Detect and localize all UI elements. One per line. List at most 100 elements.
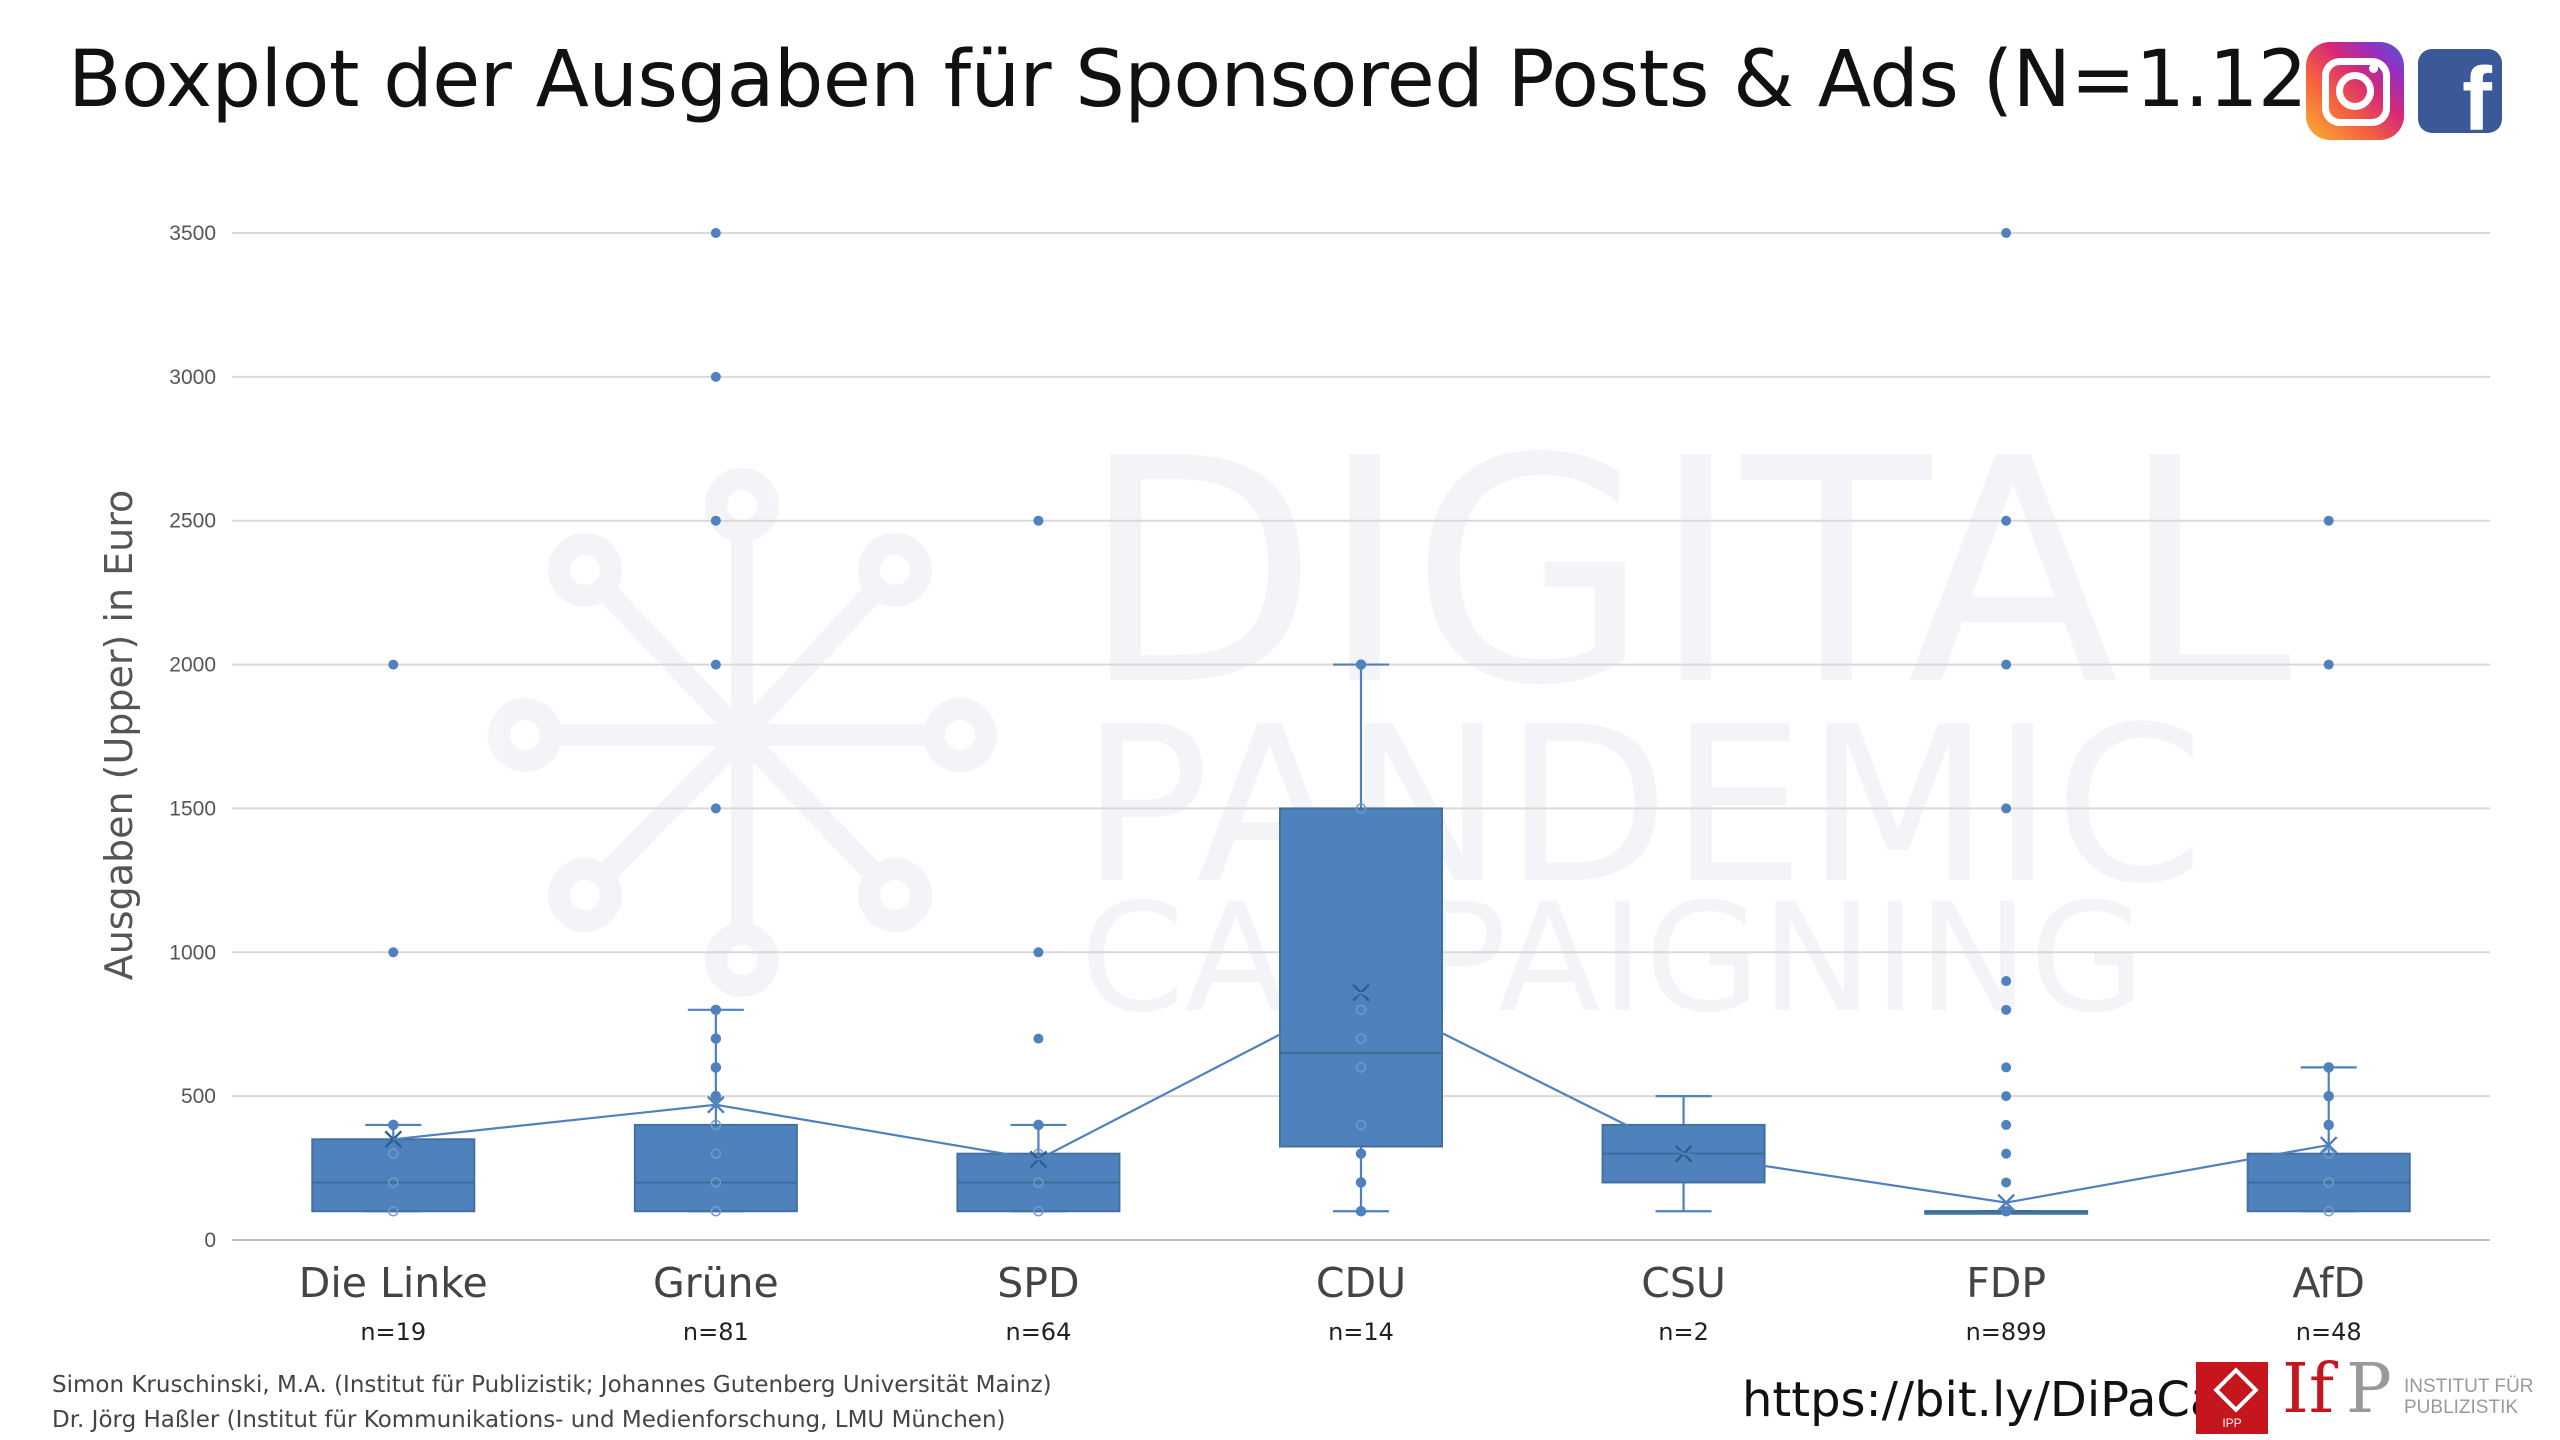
data-point: [388, 1119, 399, 1131]
box-group: [311, 659, 476, 1217]
category-count: n=899: [1966, 1318, 2047, 1346]
facebook-icon: f: [2418, 49, 2502, 133]
y-tick-label: 3500: [169, 222, 216, 245]
data-point: [1355, 1119, 1367, 1131]
outlier-point: [388, 947, 399, 958]
outlier-point: [2323, 515, 2334, 526]
data-point: [710, 1090, 722, 1102]
data-point: [1033, 1177, 1044, 1188]
outlier-point: [710, 515, 721, 526]
category-label: Grüne: [653, 1259, 779, 1307]
ifp-line1: INSTITUT FÜR: [2404, 1376, 2534, 1397]
outlier-point: [2001, 228, 2012, 238]
data-point: [388, 1177, 399, 1188]
watermark: DIGITAL PANDEMIC CAMPAIGNING: [488, 393, 2294, 1046]
box-series: [311, 228, 2411, 1217]
data-point: [388, 1148, 399, 1159]
y-tick-label: 500: [181, 1085, 216, 1108]
category-count: n=19: [360, 1318, 426, 1346]
data-point: [1355, 1062, 1367, 1073]
y-tick-label: 2500: [169, 510, 216, 533]
chart-title: Boxplot der Ausgaben für Sponsored Posts…: [68, 35, 2387, 125]
category-count: n=2: [1658, 1318, 1709, 1346]
outlier-point: [2001, 1091, 2012, 1102]
ifp-logo-p: P: [2346, 1350, 2392, 1429]
category-count: n=14: [1328, 1318, 1394, 1346]
y-tick-label: 2000: [169, 654, 216, 677]
project-link[interactable]: https://bit.ly/DiPaCa: [1742, 1372, 2220, 1428]
box-group: [2246, 515, 2411, 1217]
data-point: [2323, 1090, 2334, 1102]
outlier-point: [2323, 659, 2334, 670]
data-point: [710, 1205, 722, 1217]
outlier-point: [2001, 1148, 2012, 1159]
y-tick-label: 3000: [169, 366, 216, 389]
outlier-point: [2001, 659, 2012, 670]
outlier-point: [2001, 515, 2012, 526]
data-point: [2323, 1119, 2334, 1131]
ipp-logo-label: IPP: [2222, 1416, 2242, 1430]
outlier-point: [2001, 1062, 2012, 1073]
instagram-icon: [2306, 42, 2404, 140]
ifp-logo-text: INSTITUT FÜR PUBLIZISTIK: [2404, 1376, 2533, 1418]
category-count: n=48: [2296, 1318, 2362, 1346]
data-point: [2000, 1205, 2012, 1217]
box-group: [633, 228, 798, 1217]
author-2: Dr. Jörg Haßler (Institut für Kommunikat…: [52, 1407, 1006, 1433]
y-tick-label: 1000: [169, 941, 216, 964]
category-label: FDP: [1966, 1259, 2046, 1307]
ipp-logo: IPP: [2196, 1362, 2268, 1434]
y-tick-label: 0: [204, 1229, 216, 1252]
category-label: Die Linke: [299, 1259, 488, 1307]
author-1: Simon Kruschinski, M.A. (Institut für Pu…: [52, 1372, 1052, 1398]
x-axis-categories: Die Linke n=19 Grüne n=81 SPD n=64 CDU n=14 CSU n…: [299, 1259, 2365, 1346]
social-logos: f: [2306, 42, 2502, 140]
category-label: CDU: [1316, 1259, 1406, 1307]
data-point: [2323, 1177, 2334, 1188]
outlier-point: [2001, 803, 2012, 814]
box: [1279, 807, 1443, 1148]
data-point: [710, 1148, 722, 1159]
ifp-logo: If P: [2282, 1350, 2392, 1429]
data-point: [710, 1062, 722, 1073]
category-label: CSU: [1641, 1259, 1726, 1307]
data-point: [1355, 1148, 1367, 1159]
outlier-point: [2001, 1119, 2012, 1130]
ifp-logo-if: If: [2282, 1350, 2335, 1429]
data-point: [710, 1177, 722, 1188]
data-point: [710, 1004, 722, 1016]
outlier-point: [710, 228, 721, 238]
data-point: [1355, 1177, 1367, 1188]
outlier-point: [2001, 1004, 2012, 1015]
outlier-point: [710, 659, 721, 670]
data-point: [710, 1119, 722, 1131]
watermark-line2: PANDEMIC: [1080, 680, 2204, 931]
outlier-point: [710, 371, 721, 382]
watermark-line1: DIGITAL: [1080, 393, 2294, 754]
data-point: [388, 1205, 399, 1217]
network-logo-watermark: [488, 468, 997, 997]
category-count: n=64: [1005, 1318, 1071, 1346]
data-point: [2323, 1205, 2334, 1217]
data-point: [2323, 1062, 2334, 1073]
data-point: [1355, 659, 1367, 670]
outlier-point: [388, 659, 399, 670]
data-point: [1355, 1033, 1367, 1044]
data-point: [1355, 803, 1367, 814]
box: [311, 1138, 476, 1213]
outlier-point: [710, 803, 721, 814]
category-label: SPD: [997, 1259, 1079, 1307]
outlier-point: [1033, 515, 1044, 526]
ifp-line2: PUBLIZISTIK: [2404, 1397, 2519, 1418]
footer-authors: Simon Kruschinski, M.A. (Institut für Pu…: [52, 1368, 1052, 1438]
data-point: [1033, 1119, 1044, 1131]
watermark-line3: CAMPAIGNING: [1080, 872, 2146, 1046]
data-point: [1355, 1004, 1367, 1016]
data-point: [1033, 1205, 1044, 1217]
data-point: [2323, 1148, 2334, 1159]
y-tick-label: 1500: [169, 797, 216, 820]
mean-line: [393, 991, 2329, 1204]
outlier-point: [1033, 1033, 1044, 1044]
y-axis-ticks: 0 500 1000 1500 2000 2500 3000 3500: [169, 222, 216, 1252]
